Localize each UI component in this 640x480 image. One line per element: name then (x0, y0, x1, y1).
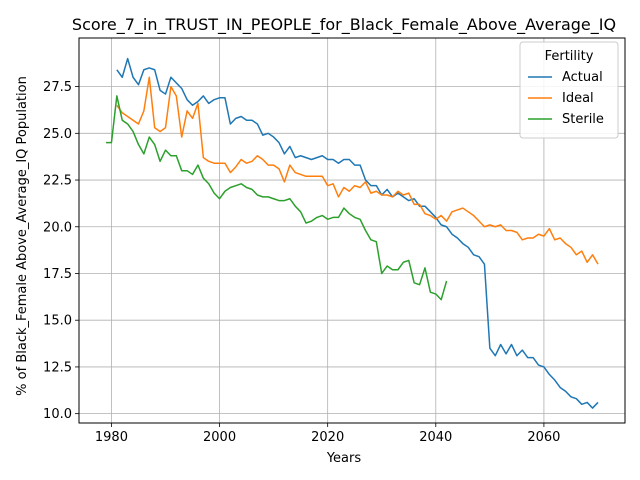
y-axis-label: % of Black_Female Above_Average_IQ Popul… (15, 76, 30, 396)
series-line-ideal (116, 76, 599, 265)
chart-title: Score_7_in_TRUST_IN_PEOPLE_for_Black_Fem… (72, 15, 616, 35)
x-tick-label: 2040 (419, 430, 452, 445)
x-tick-label: 2000 (203, 430, 236, 445)
y-tick-label: 25.0 (43, 127, 72, 142)
x-tick-label: 1980 (95, 430, 128, 445)
legend: Fertility Actual Ideal Sterile (519, 41, 619, 139)
x-tick-label: 2020 (311, 430, 344, 445)
legend-label-ideal: Ideal (562, 91, 594, 106)
legend-title: Fertility (545, 49, 594, 64)
x-tick-label: 2060 (527, 430, 560, 445)
legend-label-actual: Actual (562, 70, 603, 85)
y-tick-label: 10.0 (43, 407, 72, 422)
series-line-actual (116, 57, 599, 409)
series-line-sterile (106, 95, 448, 301)
x-axis-label: Years (326, 451, 362, 466)
y-axis: 10.0 12.5 15.0 17.5 20.0 22.5 25.0 27.5 (43, 80, 79, 422)
y-tick-label: 17.5 (43, 267, 72, 282)
y-tick-label: 20.0 (43, 220, 72, 235)
plot-frame (78, 37, 626, 424)
y-tick-label: 12.5 (43, 360, 72, 375)
x-axis: 1980 2000 2020 2040 2060 (95, 423, 560, 445)
y-tick-label: 15.0 (43, 314, 72, 329)
y-tick-label: 22.5 (43, 174, 72, 189)
y-tick-label: 27.5 (43, 80, 72, 95)
legend-box (519, 41, 619, 139)
legend-label-sterile: Sterile (562, 112, 604, 127)
series-lines (106, 57, 599, 409)
